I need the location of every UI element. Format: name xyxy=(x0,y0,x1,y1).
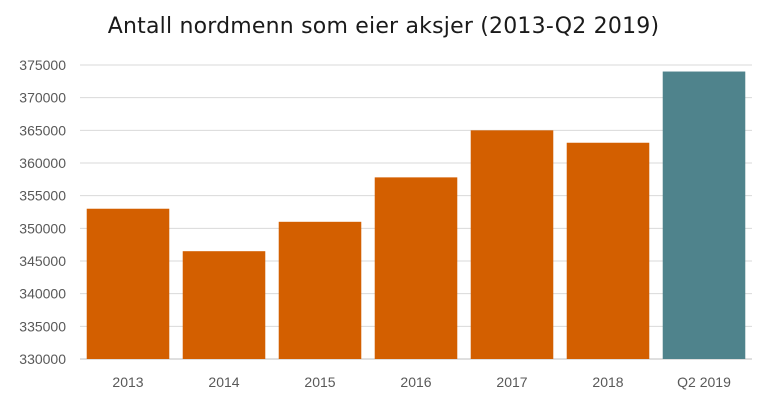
x-tick-label: 2014 xyxy=(208,374,239,390)
y-tick-label: 360000 xyxy=(19,155,66,171)
chart-title: Antall nordmenn som eier aksjer (2013-Q2… xyxy=(107,14,660,39)
bar-2014 xyxy=(182,251,266,359)
y-tick-label: 365000 xyxy=(19,122,66,138)
bar-2018 xyxy=(566,142,650,359)
y-axis-tick-labels: 330000 335000 340000 345000 350000 355000 3600… xyxy=(19,57,66,367)
x-tick-label: 2017 xyxy=(496,374,527,390)
bar-2017 xyxy=(470,130,554,359)
y-tick-label: 355000 xyxy=(19,188,66,204)
bar-2015 xyxy=(278,221,362,359)
x-tick-label: 2015 xyxy=(304,374,335,390)
bar-q2-2019 xyxy=(662,71,746,360)
y-tick-label: 330000 xyxy=(19,351,66,367)
x-axis-tick-labels: 2013 2014 2015 2016 2017 2018 Q2 2019 xyxy=(112,374,731,390)
x-tick-label: 2018 xyxy=(592,374,623,390)
y-tick-label: 345000 xyxy=(19,253,66,269)
bars xyxy=(86,71,746,360)
y-tick-label: 335000 xyxy=(19,318,66,334)
x-tick-label: Q2 2019 xyxy=(677,374,731,390)
y-tick-label: 375000 xyxy=(19,57,66,73)
y-tick-label: 340000 xyxy=(19,286,66,302)
x-tick-label: 2013 xyxy=(112,374,143,390)
x-tick-label: 2016 xyxy=(400,374,431,390)
y-tick-label: 370000 xyxy=(19,90,66,106)
bar-2013 xyxy=(86,208,170,359)
bar-2016 xyxy=(374,177,458,359)
y-tick-label: 350000 xyxy=(19,220,66,236)
